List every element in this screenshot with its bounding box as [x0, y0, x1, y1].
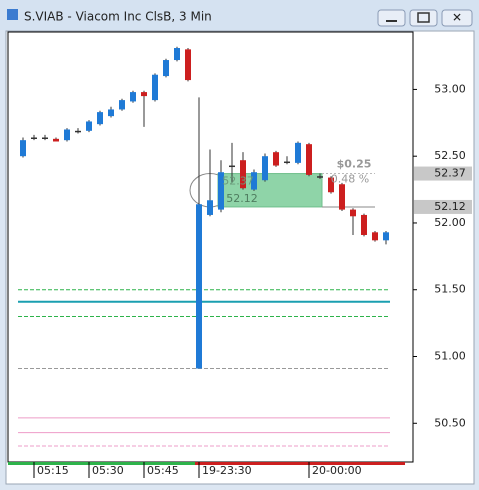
- candle-body: [163, 60, 169, 77]
- candle-body: [53, 138, 59, 142]
- candle-body: [108, 109, 114, 117]
- trade-pct: 0.48 %: [331, 173, 369, 186]
- candle-body: [328, 177, 334, 193]
- candle-body: [350, 209, 356, 217]
- chart-layer: 50.50 51.00 51.50 52.00 52.50 53.00 05:15 05:30…: [18, 46, 472, 478]
- price-marker-label: 52.12: [434, 200, 466, 213]
- x-tick-label: 05:15: [37, 464, 69, 477]
- minimize-button[interactable]: [377, 9, 406, 27]
- close-button[interactable]: [441, 9, 473, 27]
- trade-exit-label: 52.12: [226, 192, 258, 205]
- x-tick-label: 05:30: [92, 464, 124, 477]
- candle-body: [86, 121, 92, 131]
- candle-body: [240, 160, 246, 189]
- x-tick-label: 19-23:30: [202, 464, 252, 477]
- app-icon: [7, 9, 18, 20]
- candle-body: [174, 48, 180, 61]
- candle-body: [372, 232, 378, 241]
- price-marker: [414, 199, 472, 214]
- x-tick-label: 20-00:00: [312, 464, 362, 477]
- y-tick-label: 52.50: [434, 149, 466, 162]
- window-buttons[interactable]: ✕: [377, 9, 473, 27]
- candle-body: [185, 49, 191, 81]
- candle-body: [251, 172, 257, 190]
- candle-body: [295, 142, 301, 163]
- candle-body: [207, 200, 213, 215]
- session-bar-pre: [8, 462, 195, 465]
- plot-area: [7, 31, 414, 463]
- y-tick-label: 50.50: [434, 416, 466, 429]
- candle-body: [361, 214, 367, 235]
- candle-body: [141, 92, 147, 97]
- candle-body: [20, 140, 26, 157]
- candle-body: [31, 137, 37, 139]
- candle-body: [273, 152, 279, 166]
- y-tick-label: 52.00: [434, 216, 466, 229]
- price-marker: [414, 166, 472, 181]
- trade-entry-label: 52.37: [222, 175, 254, 188]
- trade-change: $0.25: [337, 158, 372, 171]
- candle-body: [306, 144, 312, 175]
- candle-body: [196, 204, 202, 369]
- maximize-button[interactable]: [409, 9, 438, 27]
- price-marker-label: 52.37: [434, 167, 466, 180]
- candle-body: [262, 156, 268, 181]
- candle-body: [75, 130, 81, 133]
- candle-body: [119, 100, 125, 110]
- candle-body: [339, 184, 345, 210]
- candle-body: [284, 161, 290, 164]
- candle-body: [218, 172, 224, 210]
- candle-body: [317, 176, 323, 178]
- candle-body: [130, 92, 136, 102]
- candle-body: [383, 232, 389, 241]
- x-tick-label: 05:45: [147, 464, 179, 477]
- candle-body: [42, 137, 48, 139]
- candle-body: [64, 129, 70, 141]
- candle-body: [152, 74, 158, 101]
- candle-body: [97, 112, 103, 125]
- y-tick-label: 51.50: [434, 283, 466, 296]
- session-bar-post: [195, 462, 405, 465]
- chart-title: S.VIAB - Viacom Inc ClsB, 3 Min: [24, 10, 212, 24]
- close-icon: ✕: [452, 11, 462, 25]
- maximize-icon: [417, 12, 430, 23]
- y-tick-label: 51.00: [434, 350, 466, 363]
- candle-body: [229, 165, 235, 168]
- y-tick-label: 53.00: [434, 82, 466, 95]
